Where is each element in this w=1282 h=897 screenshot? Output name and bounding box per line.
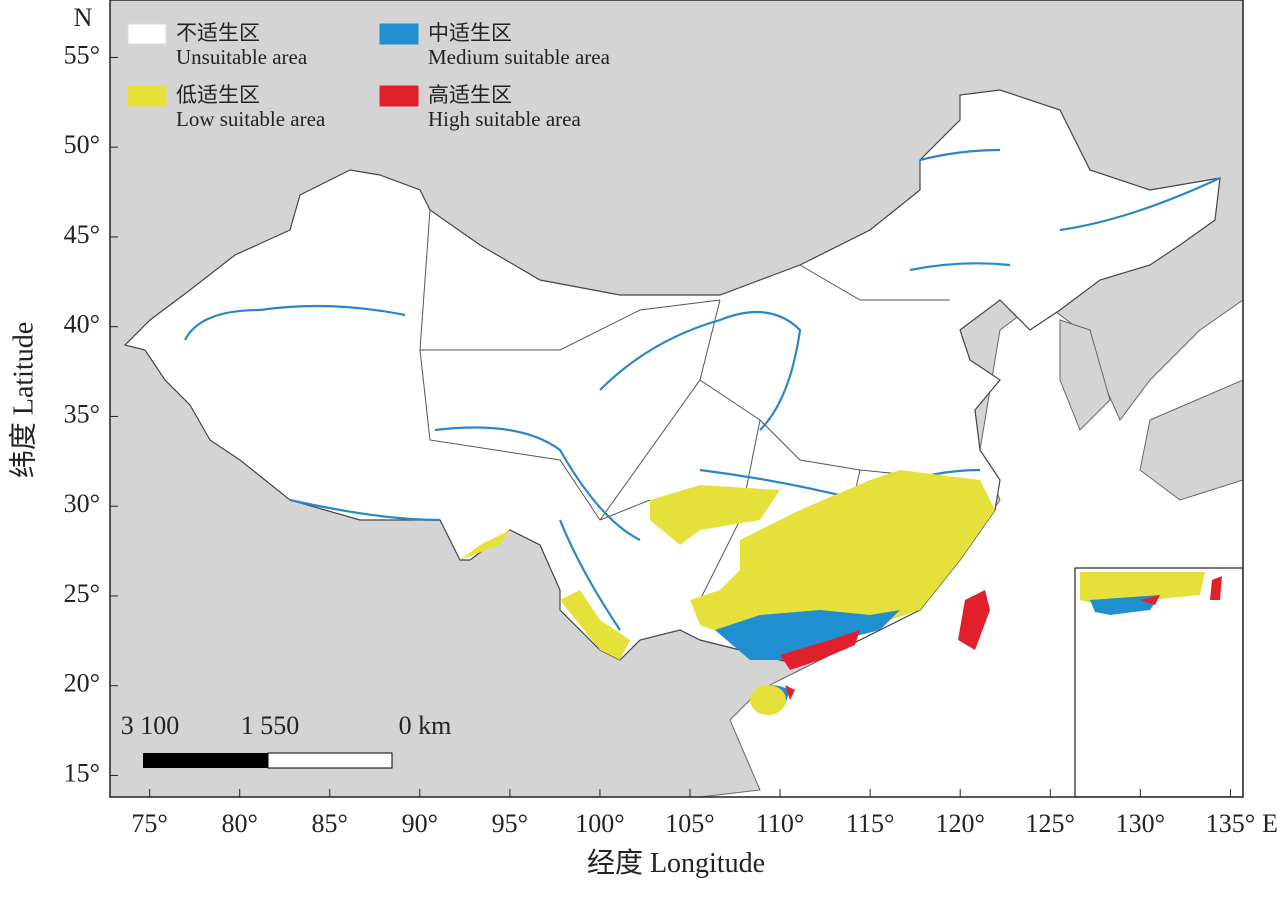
korea-japan	[1059, 319, 1243, 501]
legend-swatch	[127, 85, 167, 107]
legend-label-en: Unsuitable area	[176, 45, 308, 69]
legend-label-zh: 中适生区	[428, 21, 512, 45]
scale-bar-light	[267, 752, 393, 769]
legend-label-zh: 高适生区	[428, 83, 512, 107]
legend-swatch	[379, 23, 419, 45]
y-axis-title: 纬度 Latitude	[7, 322, 39, 478]
x-axis-title: 经度 Longitude	[587, 847, 765, 879]
scale-bar-dark	[143, 753, 268, 768]
x-tick-label: 110°	[756, 809, 804, 838]
y-tick-label: 30°	[64, 489, 100, 518]
x-tick-label: 95°	[492, 809, 528, 838]
y-tick-label: 55°	[64, 40, 100, 69]
map-body	[110, 0, 1243, 797]
y-tick-label: 15°	[64, 758, 100, 787]
legend-swatch	[379, 85, 419, 107]
legend-label-zh: 不适生区	[176, 21, 260, 45]
scale-label: 0 km	[399, 711, 452, 740]
x-tick-label: 120°	[935, 809, 984, 838]
high-suitable-area	[780, 590, 990, 700]
north-label: N	[74, 3, 93, 32]
low-suitable-area	[460, 470, 995, 660]
scale-bar: 3 100 1 550 0 km	[121, 711, 452, 769]
scale-label: 1 550	[241, 711, 300, 740]
legend-label-en: High suitable area	[428, 107, 581, 131]
inset-high	[1140, 576, 1222, 605]
x-tick-label: 90°	[402, 809, 438, 838]
x-tick-label: 105°	[665, 809, 714, 838]
x-tick-label: 75°	[131, 809, 167, 838]
frame	[109, 0, 1244, 798]
x-tick-label: 125°	[1026, 809, 1075, 838]
x-tick-label: 115°	[846, 809, 894, 838]
legend-label-zh: 低适生区	[176, 83, 260, 107]
east-label: E	[1262, 809, 1278, 838]
scale-label: 3 100	[121, 711, 180, 740]
x-tick-label: 85°	[312, 809, 348, 838]
y-tick-label: 45°	[64, 220, 100, 249]
legend-swatch	[127, 23, 167, 45]
hainan	[750, 685, 786, 715]
inset-areas	[1080, 572, 1205, 605]
x-tick-label: 100°	[575, 809, 624, 838]
y-tick-label: 25°	[64, 579, 100, 608]
x-tick-label: 80°	[221, 809, 257, 838]
legend-label-en: Low suitable area	[176, 107, 326, 131]
y-tick-label: 40°	[64, 310, 100, 339]
y-tick-label: 20°	[64, 669, 100, 698]
y-tick-label: 50°	[64, 130, 100, 159]
y-tick-label: 35°	[64, 399, 100, 428]
x-tick-label: 135°	[1206, 809, 1255, 838]
x-tick-label: 130°	[1116, 809, 1165, 838]
legend-label-en: Medium suitable area	[428, 45, 611, 69]
